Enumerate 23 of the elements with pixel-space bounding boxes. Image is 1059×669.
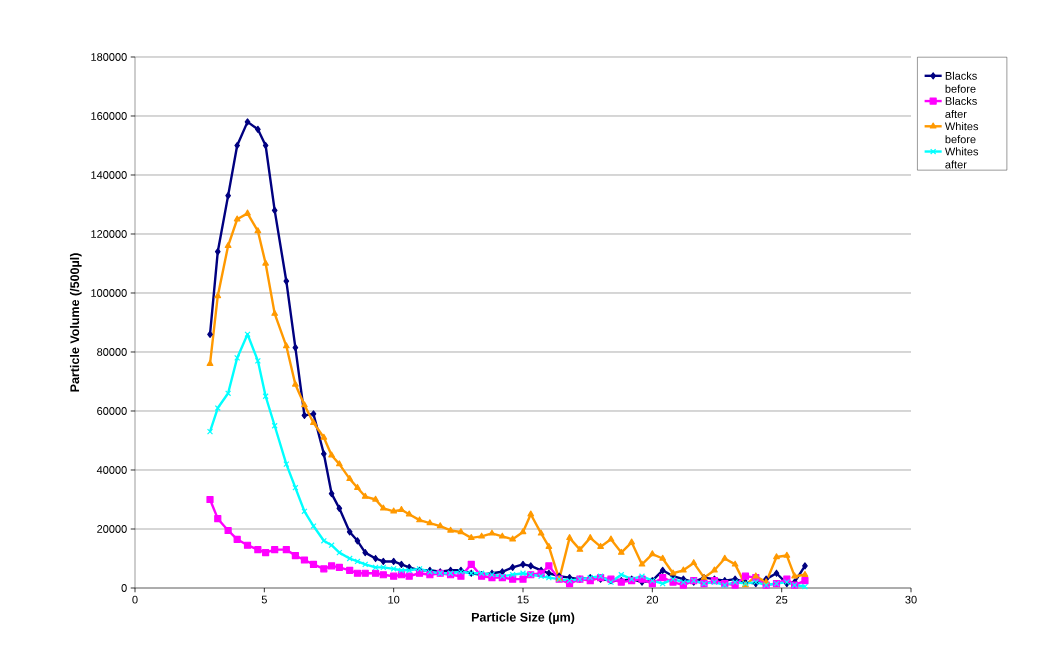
y-tick-label: 160000 bbox=[91, 112, 127, 120]
legend-label: Whites before bbox=[944, 122, 979, 144]
x-axis-title: Particle Size (µm) bbox=[471, 612, 575, 625]
y-tick-label: 140000 bbox=[91, 171, 127, 179]
legend-label: Whites after bbox=[944, 147, 979, 169]
x-tick-label: 20 bbox=[646, 595, 659, 604]
y-tick-label: 60000 bbox=[97, 407, 127, 415]
y-tick-label: 80000 bbox=[97, 348, 127, 356]
x-tick-label: 15 bbox=[517, 595, 529, 604]
y-tick-label: 100000 bbox=[91, 289, 127, 297]
y-tick-label: 40000 bbox=[96, 466, 127, 474]
y-tick-label: 0 bbox=[121, 584, 127, 592]
y-axis-title: Particle Volume (/500µl) bbox=[69, 253, 82, 392]
x-tick-label: 5 bbox=[261, 595, 267, 604]
x-tick-label: 10 bbox=[388, 595, 400, 604]
x-tick-label: 30 bbox=[905, 595, 917, 604]
y-tick-label: 180000 bbox=[91, 53, 127, 61]
y-tick-label: 120000 bbox=[91, 230, 127, 238]
x-tick-label: 0 bbox=[132, 595, 138, 604]
legend-label: Blacks after bbox=[945, 96, 977, 118]
x-tick-label: 25 bbox=[776, 595, 788, 604]
y-tick-label: 20000 bbox=[97, 525, 127, 533]
legend-label: Blacks before bbox=[945, 71, 977, 93]
